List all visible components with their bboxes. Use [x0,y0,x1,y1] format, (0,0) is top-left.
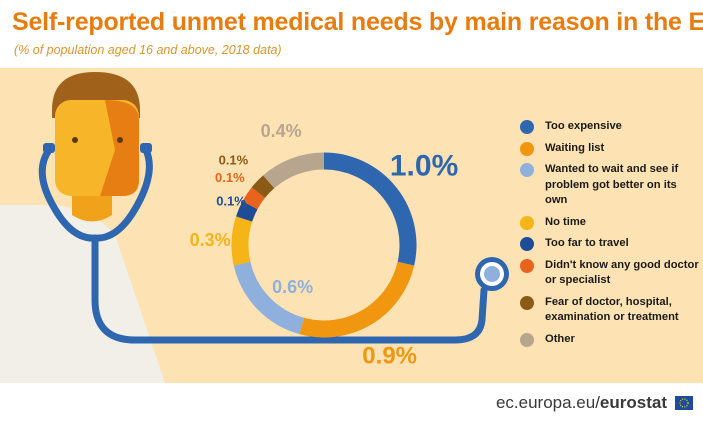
legend-item: Didn't know any good doctor or specialis… [520,258,700,289]
legend-item: Too far to travel [520,236,700,252]
donut-slice [251,175,275,199]
doctor-icon [0,72,509,383]
legend-swatch [520,215,534,230]
legend-label: Wanted to wait and see if problem got be… [545,163,679,206]
legend-item: Too expensive [520,119,700,135]
data-label: 0.6% [272,277,313,297]
legend-label: No time [545,215,587,228]
donut-slice [323,152,417,266]
legend-item: Other [520,332,700,348]
data-label: 0.9% [362,342,417,369]
donut-slice [231,216,253,266]
donut-slice [233,261,305,335]
legend: Too expensive Waiting list Wanted to wait … [520,119,700,347]
donut-slice [242,187,266,210]
legend-swatch [520,258,534,273]
data-labels: 1.0% 0.9% 0.6% 0.3% 0.1% 0.1% 0.1% 0.4% [190,121,459,369]
eu-flag-icon [675,396,693,410]
legend-swatch [520,237,534,251]
legend-swatch [520,163,534,177]
donut-chart [231,152,417,338]
legend-item: Waiting list [520,141,700,157]
source-domain: ec.europa.eu/ [495,393,600,412]
legend-item: Wanted to wait and see if problem got be… [520,162,700,209]
legend-label: Fear of doctor, hospital, examination or… [545,295,679,324]
data-label: 1.0% [390,150,458,183]
data-label: 0.1% [215,170,245,185]
legend-swatch [520,120,534,134]
data-label: 0.1% [216,194,246,209]
legend-swatch [520,295,534,310]
legend-swatch [520,332,534,347]
source-footer: ec.europa.eu/eurostat [496,393,667,413]
legend-label: Too expensive [545,120,622,132]
chart-title: Self-reported unmet medical needs by mai… [12,8,703,36]
donut-slice [236,201,258,222]
data-label: 0.4% [261,121,302,141]
legend-swatch [520,141,534,156]
donut-slice [263,152,325,189]
legend-item: No time [520,215,700,231]
legend-label: Waiting list [545,141,605,154]
donut-slice [299,261,415,338]
legend-label: Didn't know any good doctor or specialis… [545,258,699,287]
data-label: 0.3% [190,230,231,250]
legend-item: Fear of doctor, hospital, examination or… [520,295,700,326]
data-label: 0.1% [219,152,249,167]
legend-label: Other [545,332,575,345]
legend-label: Too far to travel [545,237,629,249]
chart-subtitle: (% of population aged 16 and above, 2018… [14,43,282,57]
source-brand: eurostat [599,393,667,412]
